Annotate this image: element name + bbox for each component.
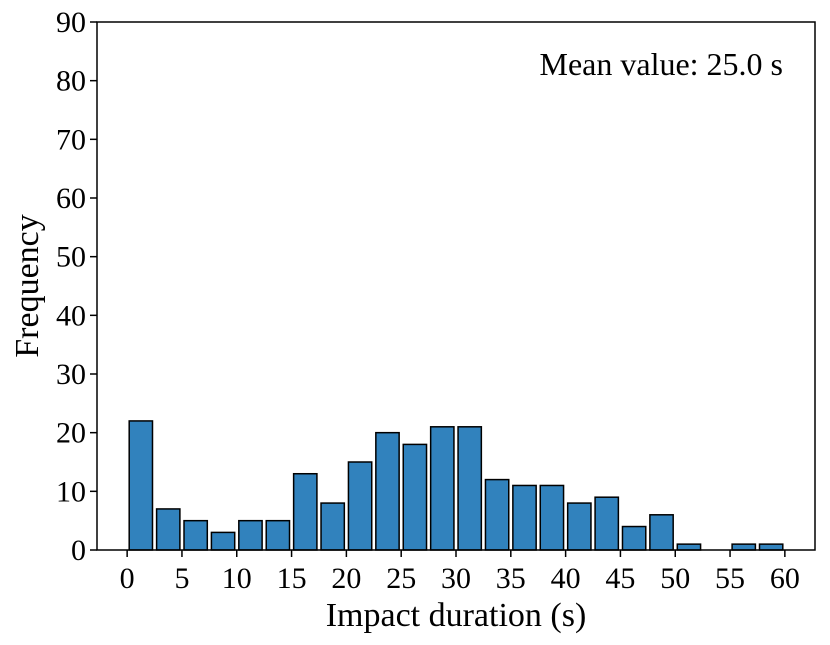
bar bbox=[649, 514, 674, 551]
bar bbox=[155, 508, 181, 551]
bar bbox=[731, 543, 757, 551]
y-tick-label: 40 bbox=[56, 299, 86, 332]
bar bbox=[429, 426, 455, 551]
x-tick-label: 20 bbox=[331, 562, 361, 595]
x-tick-label: 0 bbox=[120, 562, 135, 595]
y-tick-label: 90 bbox=[56, 6, 86, 39]
x-tick-label: 15 bbox=[277, 562, 307, 595]
bar bbox=[512, 484, 537, 551]
y-tick-label: 80 bbox=[56, 65, 86, 98]
bar bbox=[539, 484, 565, 551]
x-tick-label: 30 bbox=[441, 562, 471, 595]
y-tick-label: 10 bbox=[56, 475, 86, 508]
plot-frame bbox=[96, 21, 816, 551]
bar bbox=[238, 519, 263, 551]
bar bbox=[128, 420, 154, 551]
y-tick-label: 50 bbox=[56, 241, 86, 274]
bar bbox=[594, 496, 620, 551]
bar bbox=[402, 443, 428, 551]
bar bbox=[320, 502, 346, 551]
bar bbox=[457, 426, 483, 551]
y-tick-label: 60 bbox=[56, 182, 86, 215]
bar bbox=[566, 502, 592, 551]
x-tick-label: 50 bbox=[660, 562, 690, 595]
y-axis-label: Frequency bbox=[9, 214, 46, 358]
x-tick-label: 25 bbox=[386, 562, 416, 595]
x-tick-label: 55 bbox=[715, 562, 745, 595]
y-tick-label: 30 bbox=[56, 358, 86, 391]
bar bbox=[484, 478, 510, 551]
x-tick-label: 5 bbox=[174, 562, 189, 595]
bar bbox=[676, 543, 702, 551]
y-tick-label: 70 bbox=[56, 123, 86, 156]
bar bbox=[621, 525, 647, 551]
bar bbox=[265, 519, 291, 551]
x-tick-label: 45 bbox=[605, 562, 635, 595]
bar bbox=[183, 519, 209, 551]
x-tick-label: 60 bbox=[770, 562, 800, 595]
bar bbox=[758, 543, 784, 551]
bar bbox=[375, 431, 400, 551]
bar bbox=[210, 531, 236, 551]
x-tick-label: 40 bbox=[551, 562, 581, 595]
x-tick-label: 35 bbox=[496, 562, 526, 595]
annotation: Mean value: 25.0 s bbox=[540, 46, 784, 82]
x-tick-label: 10 bbox=[222, 562, 252, 595]
y-tick-label: 0 bbox=[71, 534, 86, 567]
y-tick-label: 20 bbox=[56, 417, 86, 450]
bar bbox=[292, 472, 318, 551]
bar bbox=[347, 461, 373, 551]
x-axis-label: Impact duration (s) bbox=[326, 597, 587, 634]
